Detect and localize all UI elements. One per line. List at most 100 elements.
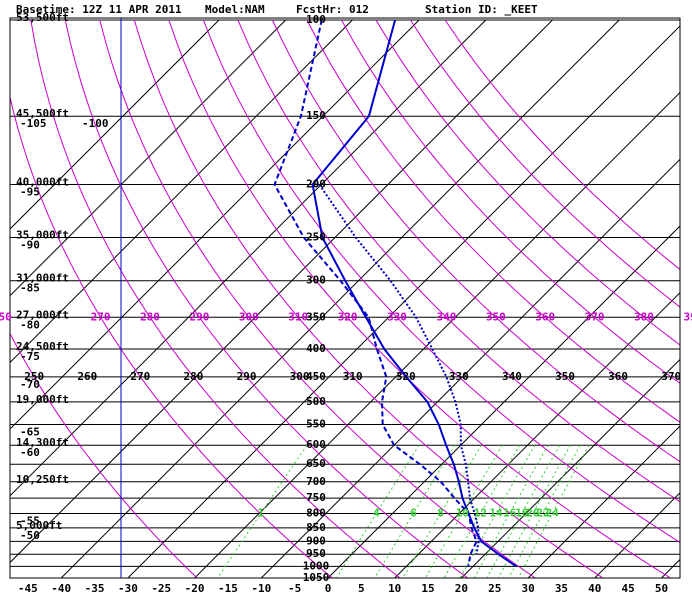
isotherm-label: -95 [20,185,40,198]
isotherm [10,19,353,364]
theta-e-label: 250 [0,310,12,323]
height-label: 45,500ft [16,107,69,120]
pressure-label: 850 [306,521,326,534]
height-label: 27,000ft [16,308,69,321]
theta-e-label: 330 [387,310,407,323]
theta-e-label: 300 [239,310,259,323]
plot-border [9,17,681,579]
theta-e-label: 370 [585,310,605,323]
height-label: 19,000ft [16,393,69,406]
mixing-ratio-line [486,444,561,578]
isotherm-label: -80 [20,318,40,331]
x-tick-label: -40 [51,582,71,595]
adiabat [306,19,680,423]
adiabat [237,19,680,503]
isotherm-label: -100 [82,117,109,130]
mixing-ratio-label: 14 [489,506,503,519]
pressure-label: 1000 [303,559,330,572]
theta-label: 350 [555,370,575,383]
pressure-label: 750 [306,491,326,504]
x-tick-label: 50 [655,582,668,595]
x-tick-label: -5 [288,582,301,595]
basetime: Basetime: 12Z 11 APR 2011 [16,3,182,16]
x-tick-label: 10 [388,582,401,595]
x-tick-label: -35 [85,582,105,595]
mixing-ratio-label: 1 [257,506,264,519]
theta-e-label: 390 [683,310,692,323]
mixing-ratio-label: 16 [503,506,517,519]
pressure-label: 200 [306,177,326,190]
pressure-label: 1050 [303,571,330,584]
x-tick-label: -15 [218,582,238,595]
isotherm [10,19,487,497]
labels: 1001502002503003504004505005506006507007… [0,11,692,595]
adiabat [133,19,604,578]
adiabat [64,19,468,578]
profile-line [311,19,517,568]
mixing-ratio-label: 18 [515,506,528,519]
mixing-ratio-label: 12 [474,506,487,519]
isotherm [10,19,553,564]
isotherm [327,225,680,578]
theta-e-label: 320 [338,310,358,323]
isotherm [260,158,680,578]
x-tick-label: 5 [358,582,365,595]
theta-label: 320 [396,370,416,383]
theta-label: 260 [77,370,97,383]
theta-label: 250 [24,370,44,383]
mixing-ratio-line [217,444,308,578]
adiabat [375,19,680,346]
mixing-ratio-line [473,444,549,578]
isotherm [194,91,680,578]
pressure-label: 400 [306,342,326,355]
theta-e-label: 280 [140,310,160,323]
adiabat [10,94,333,578]
theta-label: 340 [502,370,522,383]
height-label: 14,300ft [16,436,69,449]
theta-label: 270 [130,370,150,383]
mixing-ratio-line [508,444,581,578]
x-tick-label: 35 [555,582,568,595]
x-tick-label: 0 [325,582,332,595]
mixing-ratio-line [459,444,536,578]
pressure-label: 900 [306,534,326,547]
pressure-label: 450 [306,370,326,383]
pressure-label: 800 [306,506,326,519]
pressure-label: 700 [306,475,326,488]
theta-label: 330 [449,370,469,383]
adiabat [168,19,671,578]
height-label: 10,250ft [16,473,69,486]
pressure-label: 100 [306,13,326,26]
height-label: 5,000ft [16,519,62,532]
mixing-ratio-label: 4 [373,506,380,519]
isotherm-label: -60 [20,446,40,459]
adiabat [341,19,680,384]
height-label: 40,000ft [16,175,69,188]
x-tick-label: -20 [185,582,205,595]
adiabat [202,19,680,543]
plot-area [10,19,680,578]
isotherm-label: -55 [20,514,40,527]
adiabat [410,19,680,308]
height-label: 53,500ft [16,11,69,24]
isotherm [10,19,220,230]
theta-e-label: 350 [486,310,506,323]
x-tick-label: 15 [421,582,434,595]
height-label: 31,000ft [16,272,69,285]
pressure-label: 600 [306,438,326,451]
mixing-ratio-label: 22 [536,506,549,519]
isotherm-label: -90 [20,238,40,251]
isotherm [394,291,680,578]
isotherm [10,19,287,297]
height-label: 35,000ft [16,228,69,241]
x-tick-label: -30 [118,582,138,595]
pressure-label: 150 [306,109,326,122]
theta-e-label: 380 [634,310,654,323]
model: Model:NAM [205,3,265,16]
adiabat [30,19,401,578]
theta-e-label: 310 [288,310,308,323]
isotherm-label: -50 [20,529,40,542]
height-label: 24,500ft [16,340,69,353]
x-tick-label: 40 [588,582,601,595]
